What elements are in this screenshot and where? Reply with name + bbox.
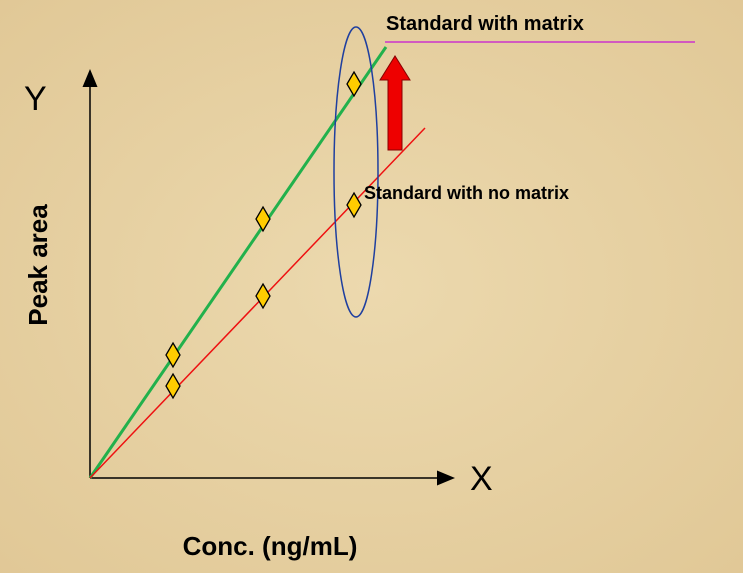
- y-symbol: Y: [24, 80, 47, 118]
- matrix-label: Standard with matrix: [386, 13, 584, 35]
- x-axis-title: Conc. (ng/mL): [183, 531, 358, 561]
- highlight-ellipse: [333, 26, 379, 318]
- matrix-line: [88, 46, 388, 479]
- no-matrix-line: [89, 127, 426, 479]
- increase-arrow: [379, 55, 411, 151]
- y-axis-title: Peak area: [23, 204, 53, 326]
- no-matrix-label: Standard with no matrix: [364, 183, 569, 203]
- x-symbol: X: [470, 460, 493, 498]
